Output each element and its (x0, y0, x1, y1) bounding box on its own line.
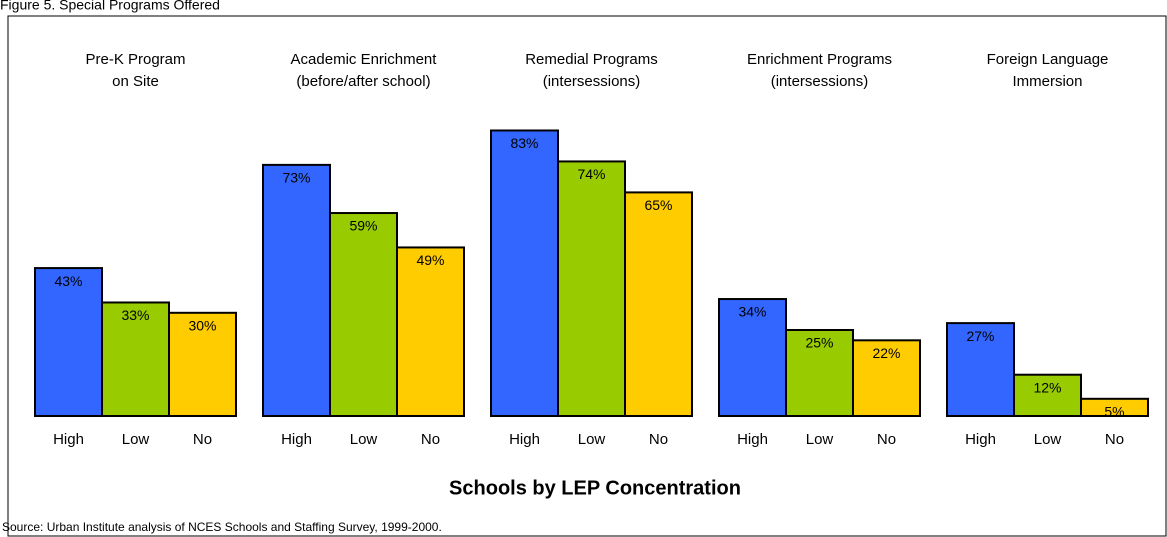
group-title: (before/after school) (296, 73, 430, 90)
data-label: 33% (121, 307, 149, 323)
chart-title: Figure 5. Special Programs Offered (0, 0, 220, 13)
x-tick-label: Low (806, 431, 834, 448)
x-tick-label: High (737, 431, 768, 448)
x-tick-label: Low (1034, 431, 1062, 448)
x-tick-label: No (877, 431, 896, 448)
data-label: 49% (416, 252, 444, 268)
x-tick-label: No (193, 431, 212, 448)
data-label: 30% (188, 318, 216, 334)
group-title: Foreign Language (987, 51, 1109, 68)
data-label: 5% (1104, 404, 1124, 420)
data-label: 34% (738, 304, 766, 320)
bar (34, 267, 103, 417)
data-label: 74% (577, 166, 605, 182)
data-label: 12% (1033, 379, 1061, 395)
x-tick-label: Low (578, 431, 606, 448)
data-label: 22% (872, 345, 900, 361)
x-tick-label: No (421, 431, 440, 448)
bar (490, 129, 559, 417)
bar (785, 329, 854, 417)
x-tick-label: No (1105, 431, 1124, 448)
x-tick-label: High (509, 431, 540, 448)
x-tick-label: High (53, 431, 84, 448)
bar (852, 339, 921, 418)
group-title: Remedial Programs (525, 51, 658, 68)
group-title: on Site (112, 73, 159, 90)
bar (101, 301, 170, 418)
group-title: Academic Enrichment (291, 51, 438, 68)
bar (396, 246, 465, 417)
data-label: 27% (966, 328, 994, 344)
bar (946, 322, 1015, 417)
x-axis-label: Schools by LEP Concentration (449, 477, 741, 499)
source-note: Source: Urban Institute analysis of NCES… (2, 520, 442, 534)
group-title: (intersessions) (543, 73, 641, 90)
data-label: 73% (282, 170, 310, 186)
data-label: 83% (510, 135, 538, 151)
bar (624, 191, 693, 417)
group-title: Pre-K Program (85, 51, 185, 68)
x-tick-label: No (649, 431, 668, 448)
bar (1080, 397, 1149, 417)
bar (168, 311, 237, 417)
frame (7, 15, 1167, 537)
group-title: (intersessions) (771, 73, 869, 90)
x-tick-label: Low (350, 431, 378, 448)
bar (1013, 373, 1082, 417)
data-label: 43% (54, 273, 82, 289)
bar (557, 160, 626, 417)
group-title: Enrichment Programs (747, 51, 892, 68)
x-tick-label: Low (122, 431, 150, 448)
bar (329, 212, 398, 417)
bar (262, 163, 331, 417)
data-label: 25% (805, 335, 833, 351)
data-label: 59% (349, 218, 377, 234)
data-label: 65% (644, 197, 672, 213)
x-tick-label: High (281, 431, 312, 448)
group-title: Immersion (1012, 73, 1082, 90)
x-tick-label: High (965, 431, 996, 448)
